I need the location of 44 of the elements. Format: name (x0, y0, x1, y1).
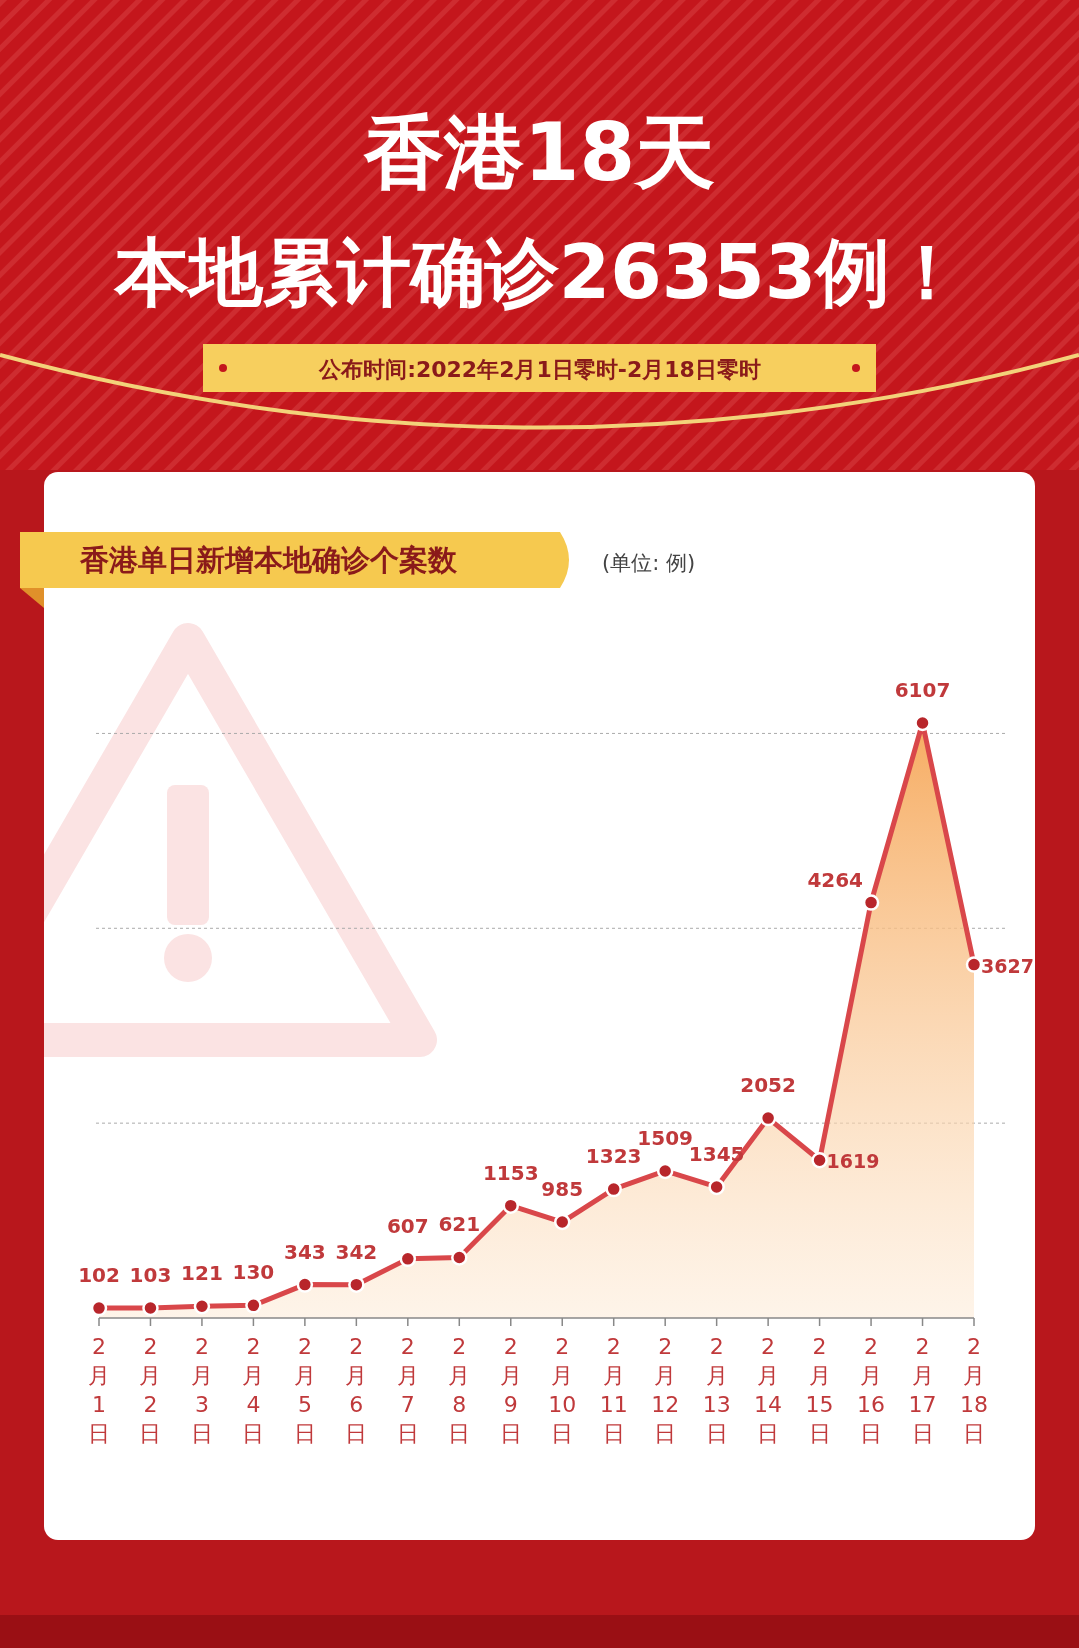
x-tick-label: 2月8日 (448, 1334, 471, 1446)
x-tick-label: 2月9日 (499, 1334, 522, 1446)
point (811, 1152, 828, 1169)
data-label: 103 (129, 1262, 172, 1287)
x-tick-label: 2月5日 (293, 1334, 316, 1446)
x-tick-label: 2月7日 (396, 1334, 419, 1446)
point (296, 1276, 314, 1293)
x-tick-label: 2月14日 (754, 1334, 783, 1446)
data-label: 130 (232, 1260, 275, 1285)
text: 香港单日新增本地确诊个案数 (79, 543, 458, 577)
x-tick-label: 2月6日 (345, 1334, 368, 1446)
x-tick-label: 2月13日 (702, 1334, 731, 1446)
point (451, 1249, 468, 1266)
x-tick-label: 2月3日 (190, 1334, 213, 1446)
data-label: 343 (284, 1239, 326, 1264)
data-label: 6107 (894, 678, 951, 702)
point (708, 1178, 725, 1196)
x-tick-label: 2月18日 (960, 1334, 988, 1446)
data-label: 621 (438, 1212, 481, 1237)
x-tick-label: 2月17日 (908, 1334, 937, 1446)
data-label: 985 (541, 1177, 584, 1202)
x-tick-label: 2月4日 (242, 1334, 265, 1446)
data-label: 3627 (981, 954, 1034, 977)
x-tick-label: 2月15日 (805, 1334, 834, 1446)
x-tick-label: 2月11日 (599, 1334, 628, 1446)
data-label: 4264 (807, 867, 864, 892)
data-label: 607 (386, 1213, 429, 1238)
data-label: 1323 (585, 1144, 642, 1169)
x-tick-label: 2月12日 (651, 1334, 680, 1446)
point (245, 1297, 262, 1314)
data-label: 102 (78, 1263, 120, 1288)
chart-subtitle: 公布时间:2022年2月1日零时-2月18日零时 (318, 357, 761, 382)
text: (单位: 例) (602, 551, 696, 575)
data-label: 1153 (482, 1160, 539, 1185)
x-tick-label: 2月2日 (139, 1334, 162, 1446)
x-tick-label: 2月1日 (88, 1334, 110, 1446)
data-label: 121 (181, 1261, 223, 1286)
data-label: 1619 (826, 1150, 880, 1173)
data-label: 2052 (740, 1073, 796, 1098)
x-tick-label: 2月16日 (857, 1334, 886, 1446)
x-tick-label: 2月10日 (548, 1334, 577, 1446)
data-label: 342 (335, 1239, 378, 1264)
chart-title: 香港18天本地累计确诊26353例！ (112, 106, 965, 315)
point (553, 1213, 571, 1231)
